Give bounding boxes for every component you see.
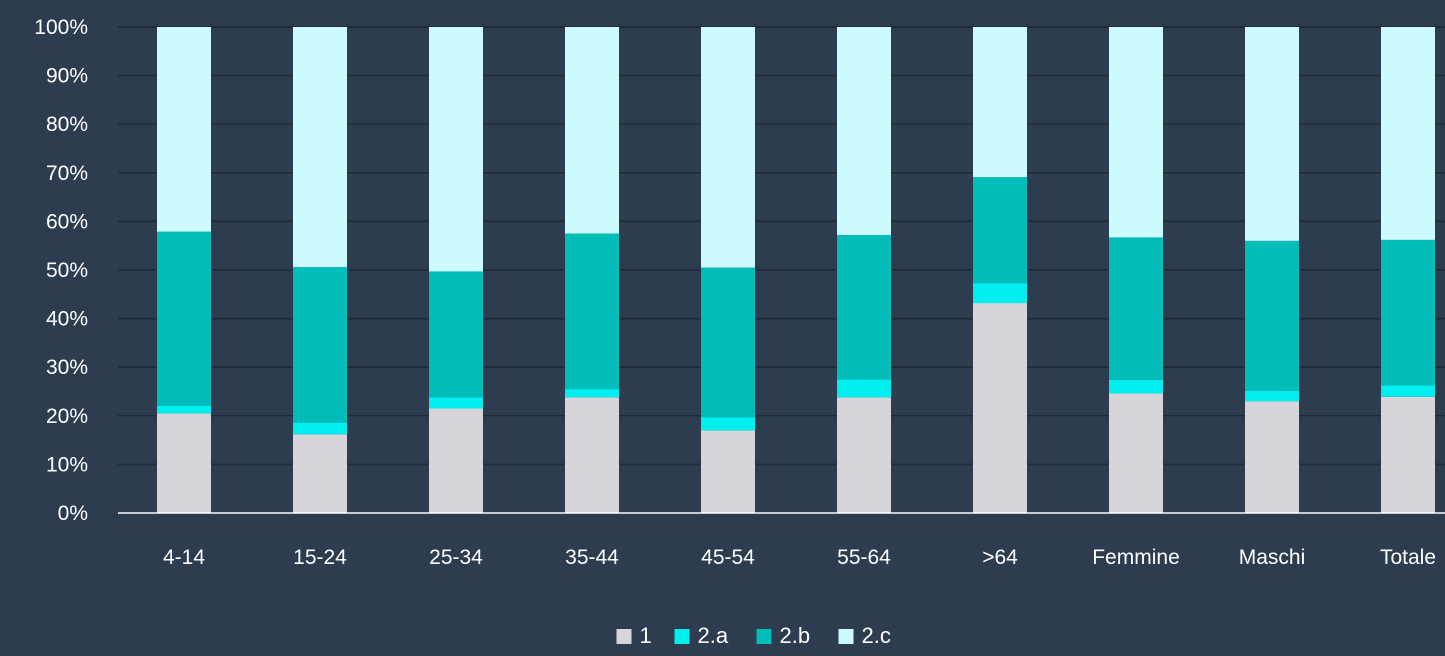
bar-segment-2c-5 [837,27,891,236]
legend-swatch [674,629,690,644]
bar-segment-2a-5 [837,379,891,398]
bar-segment-2c-3 [565,27,619,234]
bar-segment-2b-6 [973,177,1027,284]
y-tick-label: 100% [34,16,88,39]
legend-swatch [838,629,854,644]
bar-segment-1-7 [1109,393,1163,513]
y-tick-label: 70% [46,162,88,185]
bar-segment-2c-7 [1109,27,1163,238]
legend-label: 1 [640,623,652,648]
y-tick-label: 30% [46,356,88,379]
axes: 0% 10% 20% 30% 40% 50% 60% 70% 80% 90% 100% 4-14 15-… [34,16,1445,569]
bar-segment-1-0 [157,413,211,513]
bar-segment-2b-3 [565,233,619,390]
bar-segment-2b-1 [293,267,347,423]
bar-segment-1-4 [701,430,755,513]
y-tick-label: 50% [46,259,88,282]
bar-segment-2a-2 [429,397,483,409]
bar-segment-2c-1 [293,27,347,268]
bar-segment-1-5 [837,397,891,513]
bar-segment-2b-0 [157,231,211,406]
legend: 1 2.a 2.b 2.c [616,623,891,648]
y-tick-label: 20% [46,405,88,428]
bars [157,27,1435,513]
bar-segment-2a-7 [1109,379,1163,394]
bar-segment-1-1 [293,434,347,513]
y-tick-label: 60% [46,210,88,233]
y-tick-label: 0% [58,502,88,525]
bar-segment-2c-0 [157,27,211,232]
legend-label: 2.a [698,623,729,648]
bar-segment-2b-8 [1245,240,1299,392]
bar-segment-2b-9 [1381,239,1435,386]
bar-segment-2c-6 [973,27,1027,178]
bar-segment-1-6 [973,303,1027,513]
bar-segment-2a-3 [565,389,619,398]
y-tick-label: 90% [46,65,88,88]
x-tick-label: 25-34 [429,546,483,569]
legend-label: 2.c [862,623,891,648]
bar-segment-2a-9 [1381,385,1435,397]
bar-segment-2c-2 [429,27,483,272]
x-tick-label: Femmine [1092,546,1180,569]
bar-segment-2c-4 [701,27,755,268]
x-tick-label: 45-54 [701,546,755,569]
bar-segment-2a-8 [1245,391,1299,402]
y-tick-label: 80% [46,113,88,136]
bar-segment-1-3 [565,397,619,513]
x-tick-label: >64 [982,546,1018,569]
bar-segment-1-9 [1381,396,1435,513]
legend-swatch [616,629,632,644]
y-tick-label: 10% [46,453,88,476]
legend-swatch [756,629,772,644]
x-tick-label: 35-44 [565,546,619,569]
bar-segment-2b-5 [837,235,891,380]
bar-segment-2c-8 [1245,27,1299,241]
bar-segment-2b-7 [1109,237,1163,380]
x-tick-label: Totale [1380,546,1436,569]
legend-label: 2.b [780,623,811,648]
bar-segment-1-8 [1245,401,1299,513]
x-tick-label: 4-14 [163,546,205,569]
x-tick-label: 55-64 [837,546,891,569]
x-tick-label: 15-24 [293,546,347,569]
bar-segment-2a-1 [293,422,347,435]
bar-segment-1-2 [429,408,483,513]
y-tick-label: 40% [46,308,88,331]
bar-segment-2a-6 [973,283,1027,304]
bar-segment-2c-9 [1381,27,1435,240]
x-tick-label: Maschi [1239,546,1306,569]
bar-segment-2b-2 [429,271,483,398]
bar-segment-2a-0 [157,405,211,414]
bar-segment-2b-4 [701,267,755,418]
bar-segment-2a-4 [701,417,755,431]
